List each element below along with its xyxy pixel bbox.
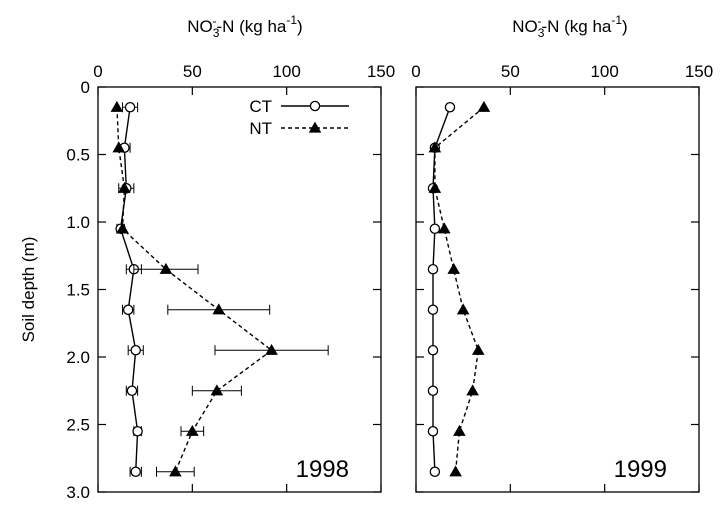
data-point-nt — [265, 343, 278, 355]
data-point-ct — [427, 425, 439, 437]
y-tick-label: 0 — [81, 78, 90, 97]
series-line-nt — [116, 107, 273, 473]
x-tick-label: 150 — [685, 62, 713, 81]
x-tick-label: 100 — [590, 62, 618, 81]
data-point-ct — [122, 304, 134, 315]
legend-marker-ct — [309, 100, 321, 112]
data-point-nt — [428, 141, 442, 153]
x-axis-title: NO3--N (kg ha-1) — [187, 13, 302, 40]
x-tick-label: 0 — [411, 62, 420, 81]
legend: CT NT — [249, 97, 349, 138]
x-tick-label: 150 — [367, 62, 395, 81]
panel-1999: 0 50 100 150 NO3--N (kg ha-1) 1999 — [411, 13, 713, 493]
x-tick-label: 100 — [272, 62, 300, 81]
data-point-ct — [427, 344, 439, 356]
y-tick-label: 3.0 — [66, 483, 90, 502]
x-tick-label: 50 — [501, 62, 520, 81]
series-nt — [428, 100, 491, 477]
series-ct — [427, 102, 456, 477]
series-line-ct — [119, 107, 139, 472]
data-point-ct — [132, 425, 143, 437]
series-line-ct — [432, 107, 451, 472]
data-point-ct — [427, 304, 439, 315]
data-point-nt — [212, 303, 226, 315]
data-point-ct — [130, 466, 141, 477]
data-point-ct — [427, 263, 439, 275]
data-point-nt — [169, 465, 182, 477]
data-point-nt — [159, 262, 173, 274]
data-point-nt — [118, 181, 131, 193]
data-point-nt — [186, 424, 199, 436]
data-point-nt — [471, 343, 485, 355]
data-point-ct — [444, 102, 456, 113]
data-point-nt — [116, 222, 129, 234]
year-label: 1998 — [296, 456, 349, 483]
data-point-nt — [210, 384, 224, 396]
y-tick-label: 2.5 — [66, 416, 90, 435]
data-point-nt — [112, 141, 126, 153]
series-line-nt — [434, 106, 485, 472]
data-point-nt — [428, 181, 442, 193]
y-tick-label: 2.0 — [66, 348, 90, 367]
data-point-ct — [429, 466, 441, 477]
data-point-ct — [130, 344, 141, 356]
data-point-nt — [466, 384, 479, 396]
y-tick-label: 0.5 — [66, 146, 90, 165]
data-point-nt — [438, 222, 451, 234]
panel-1998: 0 50 100 150 0 0.5 1.0 1.5 2.0 2.5 3.0 NO3--N (kg h… — [19, 13, 395, 502]
data-point-ct — [427, 385, 439, 396]
y-tick-label: 1.0 — [66, 213, 90, 232]
series-nt — [110, 100, 329, 477]
x-tick-label: 0 — [93, 62, 102, 81]
data-point-nt — [110, 100, 124, 112]
year-label: 1999 — [614, 456, 667, 483]
data-point-ct — [126, 385, 138, 396]
data-point-ct — [429, 223, 441, 234]
data-point-nt — [449, 465, 462, 477]
y-axis-title: Soil depth (m) — [19, 237, 38, 343]
data-point-nt — [447, 262, 461, 274]
x-tick-label: 50 — [183, 62, 202, 81]
data-point-nt — [477, 100, 491, 112]
data-point-nt — [453, 424, 466, 436]
legend-label-nt: NT — [249, 119, 272, 138]
x-axis-title: NO3--N (kg ha-1) — [512, 13, 627, 40]
legend-label-ct: CT — [249, 97, 272, 116]
legend-marker-nt — [308, 121, 322, 133]
y-tick-label: 1.5 — [66, 281, 90, 300]
data-point-nt — [456, 303, 470, 315]
data-point-ct — [124, 102, 136, 113]
